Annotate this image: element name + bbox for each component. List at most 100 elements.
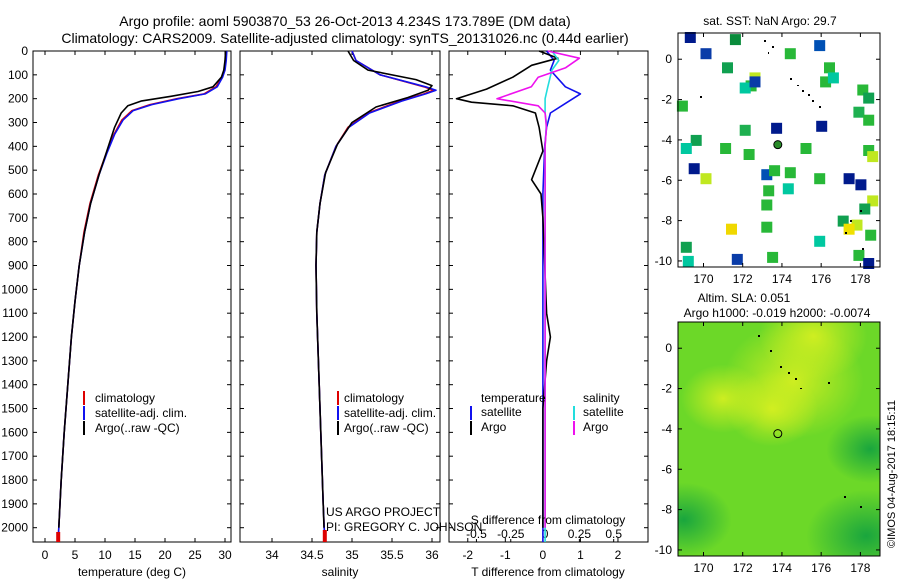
s-tick-label: -0.25	[497, 527, 525, 541]
lat-tick-label: 0	[665, 52, 672, 66]
sst-cell	[688, 163, 700, 175]
sst-cell	[784, 48, 796, 60]
legend-temperature-satellite: satellite	[481, 405, 522, 419]
x-tick-label: 35.5	[380, 548, 404, 562]
sst-cell	[761, 221, 773, 233]
lat-tick-label: 0	[665, 341, 672, 355]
title-line-1: Argo profile: aoml 5903870_53 26-Oct-201…	[119, 13, 570, 29]
lon-tick-label: 174	[772, 561, 792, 575]
sst-cell	[676, 100, 688, 112]
depth-tick-label: 500	[8, 163, 28, 177]
depth-tick-label: 1000	[1, 282, 28, 296]
lat-tick-label: -4	[661, 133, 672, 147]
s-tick-label: -0.5	[466, 527, 487, 541]
x-tick-label: 35	[345, 548, 359, 562]
lon-tick-label: 176	[811, 561, 831, 575]
temperature-xlabel: temperature (deg C)	[78, 565, 186, 579]
sst-cell	[729, 34, 741, 46]
title-line-2: Climatology: CARS2009. Satellite-adjuste…	[61, 30, 628, 46]
lat-tick-label: -2	[661, 382, 672, 396]
x-tick-label: 34	[265, 548, 279, 562]
depth-tick-label: 1100	[2, 306, 28, 320]
sst-cell	[731, 253, 743, 265]
sst-cell	[867, 195, 879, 207]
sst-cell	[763, 185, 775, 197]
sst-cell	[739, 124, 751, 136]
bottom-marker	[322, 530, 327, 542]
difference-xlabel: T difference from climatology	[471, 565, 625, 579]
legend-satellite-adj: satellite-adj. clim.	[344, 406, 436, 420]
depth-tick-label: 1500	[1, 402, 28, 416]
x-tick-label: -1	[500, 548, 511, 562]
sst-cell	[865, 229, 877, 241]
sst-cell	[700, 173, 712, 185]
difference-plot-frame	[448, 50, 649, 543]
coastline	[700, 40, 864, 250]
sst-cell	[800, 143, 812, 154]
sst-cell	[863, 114, 875, 126]
depth-tick-label: 800	[8, 235, 28, 249]
sst-map-panel: sat. SST: NaN Argo: 29.7 170 172 174 176 178…	[655, 14, 881, 286]
sla-high-region	[759, 322, 868, 381]
depth-tick-label: 1900	[1, 497, 28, 511]
legend-temperature-head: temperature	[481, 391, 546, 405]
series-line-argo-raw-qc-	[315, 50, 433, 528]
bottom-marker	[56, 532, 61, 542]
difference-legend: temperature salinity satellite Argo sate…	[470, 391, 624, 435]
sla-low-region	[826, 415, 880, 484]
sst-cell	[863, 145, 875, 156]
sst-cell	[857, 84, 869, 96]
lon-tick-label: 178	[850, 561, 870, 575]
x-tick-label: 25	[188, 548, 202, 562]
legend-climatology: climatology	[95, 391, 155, 405]
sst-cell	[782, 183, 794, 195]
sst-cell	[682, 255, 694, 267]
sst-cell	[814, 173, 826, 185]
difference-panel: -2 -1 0 1 2-0.5 -0.25 0 0.25 0.5 S difference fr…	[448, 50, 649, 579]
series-line-temperature-satellite	[542, 50, 582, 542]
sst-cell	[784, 167, 796, 179]
lat-tick-label: -2	[661, 93, 672, 107]
temperature-panel: 0100200300400500600700800900100011001200…	[1, 44, 648, 579]
depth-tick-label: 1400	[1, 378, 28, 392]
s-tick-label: 0.25	[568, 527, 592, 541]
sst-cell	[853, 249, 865, 261]
x-tick-label: 34.5	[300, 548, 324, 562]
profile-location-marker	[773, 429, 783, 439]
lat-tick-label: -8	[661, 214, 672, 228]
depth-tick-label: 700	[8, 211, 28, 225]
sst-cell	[761, 199, 773, 211]
lon-tick-label: 174	[772, 272, 792, 286]
x-tick-label: 0	[42, 548, 49, 562]
series-line-climatology	[315, 50, 435, 543]
sla-map-title: Altim. SLA: 0.051	[698, 291, 791, 305]
sst-cell	[816, 120, 828, 132]
legend-climatology: climatology	[344, 391, 404, 405]
lat-tick-label: -6	[661, 462, 672, 476]
sla-map-subtitle: Argo h1000: -0.019 h2000: -0.0074	[684, 306, 871, 320]
project-credit: US ARGO PROJECT	[326, 505, 441, 519]
salinity-legend: climatology satellite-adj. clim. Argo(..…	[337, 391, 436, 435]
depth-tick-label: 2000	[1, 521, 28, 535]
sst-cell	[739, 82, 751, 94]
profile-location-marker	[773, 140, 783, 150]
x-tick-label: 15	[128, 548, 142, 562]
x-tick-label: 36	[425, 548, 439, 562]
s-tick-label: 0.5	[605, 527, 622, 541]
temperature-plot-frame	[32, 50, 232, 543]
lat-tick-label: -10	[655, 543, 673, 557]
depth-tick-label: 1700	[1, 449, 28, 463]
series-line-satellite-adj-clim-	[57, 50, 228, 543]
lat-tick-label: -6	[661, 173, 672, 187]
series-line-argo-raw-qc-	[58, 50, 227, 528]
sst-cell	[853, 106, 865, 118]
lat-tick-label: -8	[661, 503, 672, 517]
depth-tick-label: 400	[8, 139, 28, 153]
legend-salinity-argo: Argo	[583, 420, 609, 434]
sst-cell	[843, 173, 855, 185]
lon-tick-label: 170	[693, 561, 713, 575]
x-tick-label: 2	[615, 548, 622, 562]
sst-cell	[684, 32, 696, 43]
legend-salinity-satellite: satellite	[583, 405, 624, 419]
